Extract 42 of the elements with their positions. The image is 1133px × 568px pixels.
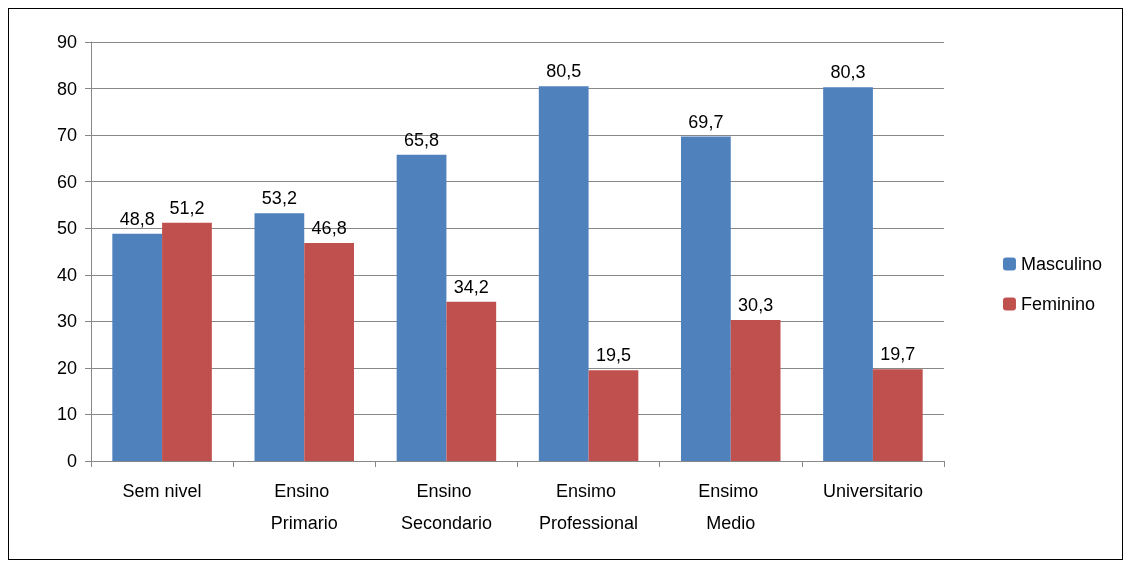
data-label: 80,3 bbox=[830, 62, 866, 83]
bar bbox=[680, 136, 731, 461]
bar bbox=[112, 233, 163, 461]
bar bbox=[304, 243, 355, 461]
y-tick-label: 30 bbox=[56, 311, 77, 332]
bar bbox=[254, 213, 305, 461]
data-label: 51,2 bbox=[169, 197, 205, 218]
bar bbox=[588, 370, 639, 461]
x-tick-label: Ensimo Professional bbox=[539, 481, 639, 533]
y-tick-label: 60 bbox=[56, 171, 77, 192]
data-label: 19,5 bbox=[595, 345, 631, 366]
y-tick-label: 90 bbox=[56, 32, 77, 52]
data-label: 34,2 bbox=[453, 276, 489, 297]
y-tick-label: 70 bbox=[56, 125, 77, 146]
bar bbox=[162, 222, 212, 461]
data-label: 69,7 bbox=[688, 111, 724, 132]
x-tick-label: Ensino Secondario bbox=[400, 481, 492, 533]
data-label: 65,8 bbox=[404, 129, 440, 150]
legend-label: Feminino bbox=[1020, 294, 1095, 314]
bar bbox=[538, 86, 589, 461]
y-tick-label: 50 bbox=[56, 218, 77, 239]
x-tick-label: Sem nivel bbox=[122, 481, 202, 501]
x-tick-label: Universitario bbox=[822, 481, 923, 501]
bar bbox=[730, 319, 781, 461]
bar bbox=[396, 154, 447, 461]
y-tick-label: 0 bbox=[66, 451, 77, 471]
x-tick-label: Ensino Primario bbox=[270, 481, 338, 533]
data-label: 80,5 bbox=[546, 61, 582, 82]
data-label: 53,2 bbox=[261, 188, 297, 209]
data-label: 19,7 bbox=[880, 344, 916, 365]
data-label: 48,8 bbox=[119, 208, 155, 229]
y-tick-label: 40 bbox=[56, 264, 77, 285]
data-label: 46,8 bbox=[311, 218, 347, 239]
x-tick-label: Ensimo Medio bbox=[698, 481, 764, 533]
y-tick-label: 80 bbox=[56, 78, 77, 99]
bar bbox=[872, 369, 923, 461]
bar bbox=[823, 87, 873, 461]
data-label: 30,3 bbox=[738, 294, 774, 315]
legend-label: Masculino bbox=[1020, 254, 1103, 274]
y-tick-label: 20 bbox=[56, 357, 77, 378]
y-tick-label: 10 bbox=[56, 404, 77, 425]
bar bbox=[446, 301, 497, 461]
